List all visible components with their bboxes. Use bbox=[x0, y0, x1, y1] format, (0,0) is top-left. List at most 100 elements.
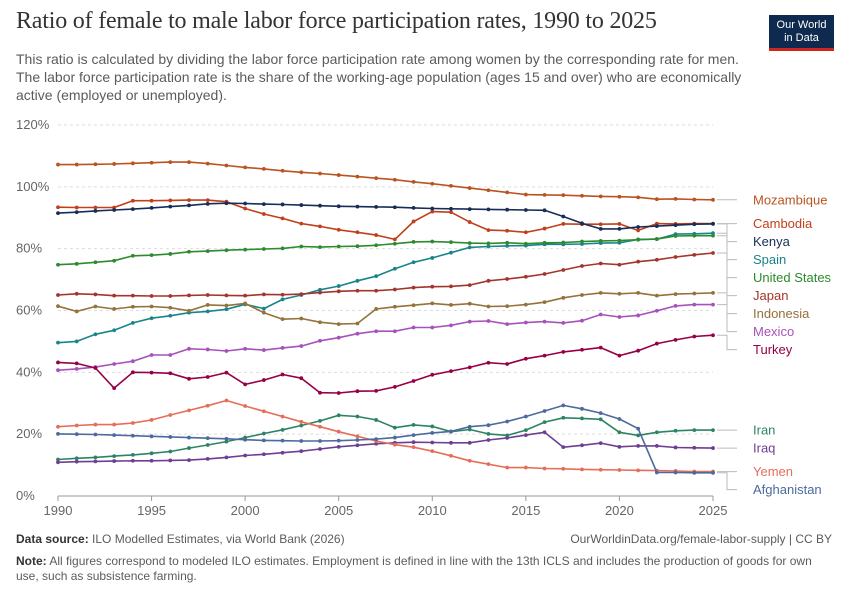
data-point-mexico[interactable] bbox=[598, 312, 603, 317]
data-point-indonesia[interactable] bbox=[411, 303, 416, 308]
data-point-united-states[interactable] bbox=[561, 240, 566, 245]
data-point-cambodia[interactable] bbox=[355, 230, 360, 235]
data-point-iran[interactable] bbox=[598, 417, 603, 422]
series-label-mexico[interactable]: Mexico bbox=[753, 324, 794, 339]
data-point-indonesia[interactable] bbox=[224, 303, 229, 308]
data-point-indonesia[interactable] bbox=[299, 316, 304, 321]
data-point-turkey[interactable] bbox=[205, 375, 210, 379]
data-point-yemen[interactable] bbox=[598, 467, 603, 472]
series-label-mozambique[interactable]: Mozambique bbox=[753, 192, 827, 207]
data-point-united-states[interactable] bbox=[336, 244, 341, 249]
data-point-japan[interactable] bbox=[486, 278, 491, 283]
data-point-mexico[interactable] bbox=[224, 349, 229, 353]
data-point-turkey[interactable] bbox=[318, 390, 322, 395]
data-point-turkey[interactable] bbox=[598, 345, 603, 350]
data-point-yemen[interactable] bbox=[318, 424, 322, 429]
data-point-afghanistan[interactable] bbox=[636, 426, 641, 431]
data-point-united-states[interactable] bbox=[74, 261, 79, 266]
data-point-yemen[interactable] bbox=[243, 404, 248, 408]
series-line-mozambique[interactable] bbox=[58, 161, 714, 201]
data-point-mexico[interactable] bbox=[486, 319, 491, 323]
data-point-mexico[interactable] bbox=[523, 320, 528, 325]
data-point-kenya[interactable] bbox=[355, 204, 360, 209]
data-point-cambodia[interactable] bbox=[187, 198, 191, 203]
data-point-kenya[interactable] bbox=[318, 203, 322, 208]
data-point-japan[interactable] bbox=[112, 293, 117, 298]
data-point-spain[interactable] bbox=[355, 278, 360, 283]
data-point-turkey[interactable] bbox=[224, 370, 229, 375]
data-point-iran[interactable] bbox=[673, 428, 678, 433]
data-point-united-states[interactable] bbox=[673, 234, 678, 238]
data-point-yemen[interactable] bbox=[355, 434, 360, 439]
data-point-indonesia[interactable] bbox=[130, 304, 135, 309]
data-point-cambodia[interactable] bbox=[168, 198, 173, 203]
data-point-japan[interactable] bbox=[523, 274, 528, 279]
data-point-mexico[interactable] bbox=[449, 323, 453, 328]
data-point-kenya[interactable] bbox=[205, 201, 210, 206]
data-point-mozambique[interactable] bbox=[280, 168, 285, 173]
data-point-spain[interactable] bbox=[74, 339, 79, 344]
data-point-united-states[interactable] bbox=[636, 237, 641, 242]
data-point-mozambique[interactable] bbox=[654, 197, 659, 202]
data-point-iraq[interactable] bbox=[243, 453, 248, 458]
data-point-afghanistan[interactable] bbox=[374, 437, 379, 442]
data-point-afghanistan[interactable] bbox=[654, 470, 659, 475]
data-point-iraq[interactable] bbox=[580, 443, 584, 448]
data-point-united-states[interactable] bbox=[411, 239, 416, 244]
data-point-mexico[interactable] bbox=[561, 320, 566, 325]
series-line-afghanistan[interactable] bbox=[57, 404, 713, 474]
data-point-afghanistan[interactable] bbox=[598, 411, 603, 416]
data-point-iran[interactable] bbox=[205, 443, 210, 447]
data-point-indonesia[interactable] bbox=[561, 295, 566, 300]
data-point-turkey[interactable] bbox=[392, 384, 397, 389]
data-point-spain[interactable] bbox=[467, 245, 472, 250]
data-point-indonesia[interactable] bbox=[243, 301, 248, 306]
data-point-united-states[interactable] bbox=[449, 240, 453, 245]
data-point-united-states[interactable] bbox=[205, 249, 210, 254]
data-point-indonesia[interactable] bbox=[187, 308, 191, 313]
data-point-turkey[interactable] bbox=[523, 356, 528, 361]
data-point-iran[interactable] bbox=[355, 414, 360, 419]
data-point-japan[interactable] bbox=[542, 272, 547, 276]
data-point-japan[interactable] bbox=[168, 294, 173, 298]
data-point-yemen[interactable] bbox=[542, 466, 547, 471]
data-point-turkey[interactable] bbox=[112, 386, 117, 391]
data-point-kenya[interactable] bbox=[561, 214, 566, 219]
data-point-japan[interactable] bbox=[130, 293, 135, 298]
data-point-iraq[interactable] bbox=[149, 458, 154, 463]
data-point-mexico[interactable] bbox=[542, 319, 547, 324]
data-point-iraq[interactable] bbox=[598, 441, 603, 446]
data-point-united-states[interactable] bbox=[243, 247, 248, 252]
data-point-turkey[interactable] bbox=[486, 360, 491, 365]
source-text[interactable]: ILO Modelled Estimates, via World Bank (… bbox=[92, 532, 345, 546]
data-point-afghanistan[interactable] bbox=[149, 434, 154, 439]
data-point-iraq[interactable] bbox=[299, 449, 304, 454]
data-point-united-states[interactable] bbox=[224, 248, 229, 253]
data-point-afghanistan[interactable] bbox=[449, 429, 453, 434]
data-point-spain[interactable] bbox=[280, 297, 285, 302]
data-point-cambodia[interactable] bbox=[392, 237, 397, 242]
data-point-mozambique[interactable] bbox=[93, 162, 98, 167]
data-point-mozambique[interactable] bbox=[56, 162, 60, 167]
data-point-united-states[interactable] bbox=[598, 239, 603, 243]
data-point-kenya[interactable] bbox=[168, 204, 173, 209]
data-point-mexico[interactable] bbox=[673, 303, 678, 308]
data-point-cambodia[interactable] bbox=[299, 221, 304, 226]
data-point-mexico[interactable] bbox=[205, 347, 210, 352]
data-point-united-states[interactable] bbox=[168, 252, 173, 256]
data-point-japan[interactable] bbox=[449, 284, 453, 289]
data-point-turkey[interactable] bbox=[299, 376, 304, 381]
data-point-mozambique[interactable] bbox=[374, 176, 379, 181]
data-point-kenya[interactable] bbox=[74, 210, 79, 215]
series-line-kenya[interactable] bbox=[57, 202, 714, 230]
data-point-iraq[interactable] bbox=[74, 459, 79, 464]
data-point-mozambique[interactable] bbox=[711, 197, 715, 202]
data-point-mozambique[interactable] bbox=[130, 161, 135, 166]
data-point-indonesia[interactable] bbox=[580, 293, 584, 297]
data-point-iraq[interactable] bbox=[673, 445, 678, 450]
data-point-indonesia[interactable] bbox=[523, 302, 528, 307]
data-point-indonesia[interactable] bbox=[149, 304, 154, 309]
data-point-iran[interactable] bbox=[149, 451, 154, 456]
data-point-yemen[interactable] bbox=[205, 403, 210, 408]
data-point-mozambique[interactable] bbox=[411, 179, 416, 184]
